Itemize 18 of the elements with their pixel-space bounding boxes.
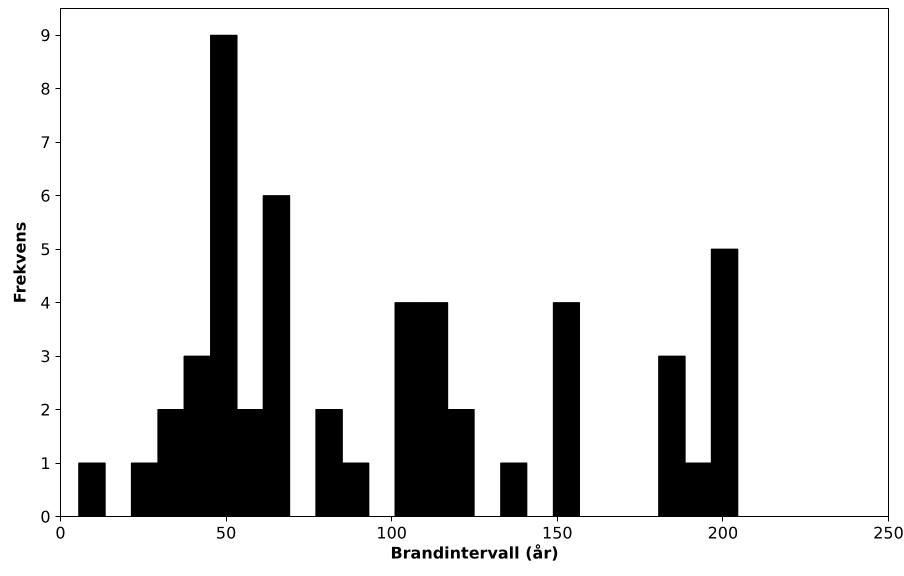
y-tick-label: 4	[40, 294, 51, 313]
x-tick-label: 0	[55, 524, 66, 542]
x-tick-label: 200	[708, 524, 738, 542]
y-tick-label: 2	[40, 400, 51, 420]
x-tick-label: 50	[216, 524, 236, 542]
x-tick-label: 150	[542, 524, 573, 542]
x-tick-label: 250	[873, 524, 904, 542]
y-axis-title: Frekvens	[10, 222, 30, 304]
y-tick-label: 7	[40, 133, 51, 152]
y-tick-label: 5	[40, 240, 51, 260]
x-tick-label: 100	[376, 524, 407, 542]
y-tick-label: 0	[40, 508, 51, 526]
y-tick-label: 9	[40, 26, 51, 46]
y-tick-label: 1	[40, 454, 51, 474]
y-tick-label: 6	[40, 186, 51, 206]
y-tick-label: 8	[40, 80, 51, 99]
y-tick-label: 3	[40, 347, 51, 366]
x-axis-title: Brandintervall (år)	[390, 544, 559, 562]
